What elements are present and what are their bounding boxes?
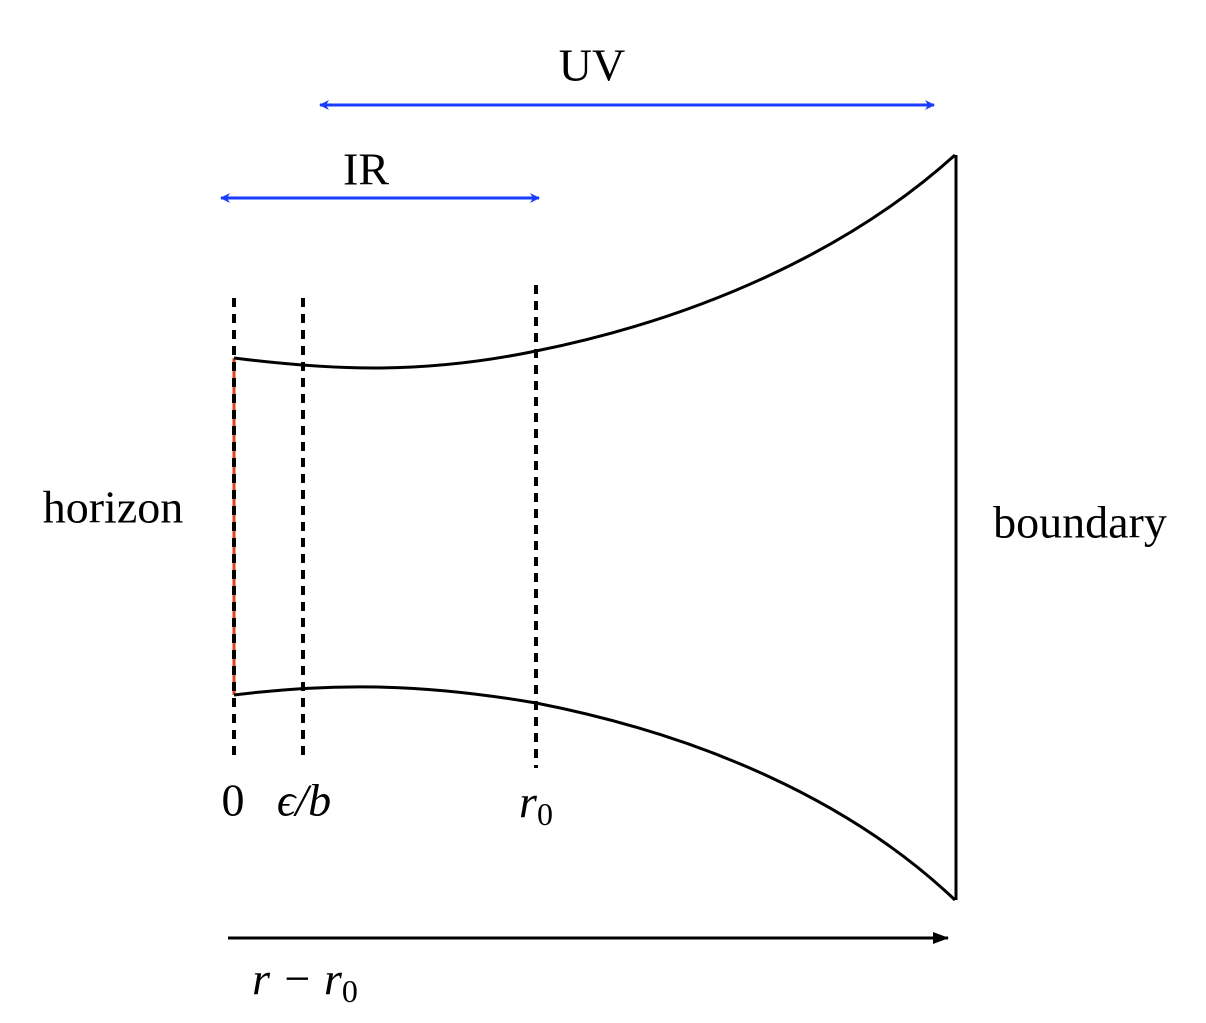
uv-label: UV	[559, 40, 625, 91]
horizon-label: horizon	[43, 482, 184, 533]
zero-label: 0	[222, 775, 245, 826]
ir-label: IR	[343, 144, 389, 195]
r0-base: r	[519, 776, 538, 827]
boundary-label: boundary	[993, 497, 1167, 548]
epsilon-b-label: ϵ/b	[277, 775, 331, 826]
r0-label: r0	[519, 776, 553, 833]
r0-sub: 0	[537, 796, 553, 832]
r-minus-r0-label: r − r0	[252, 953, 358, 1010]
r-minus-r0-base: r − r	[252, 953, 343, 1004]
lower-curve	[233, 685, 957, 902]
r-minus-r0-sub: 0	[342, 973, 358, 1009]
upper-curve	[233, 153, 957, 370]
